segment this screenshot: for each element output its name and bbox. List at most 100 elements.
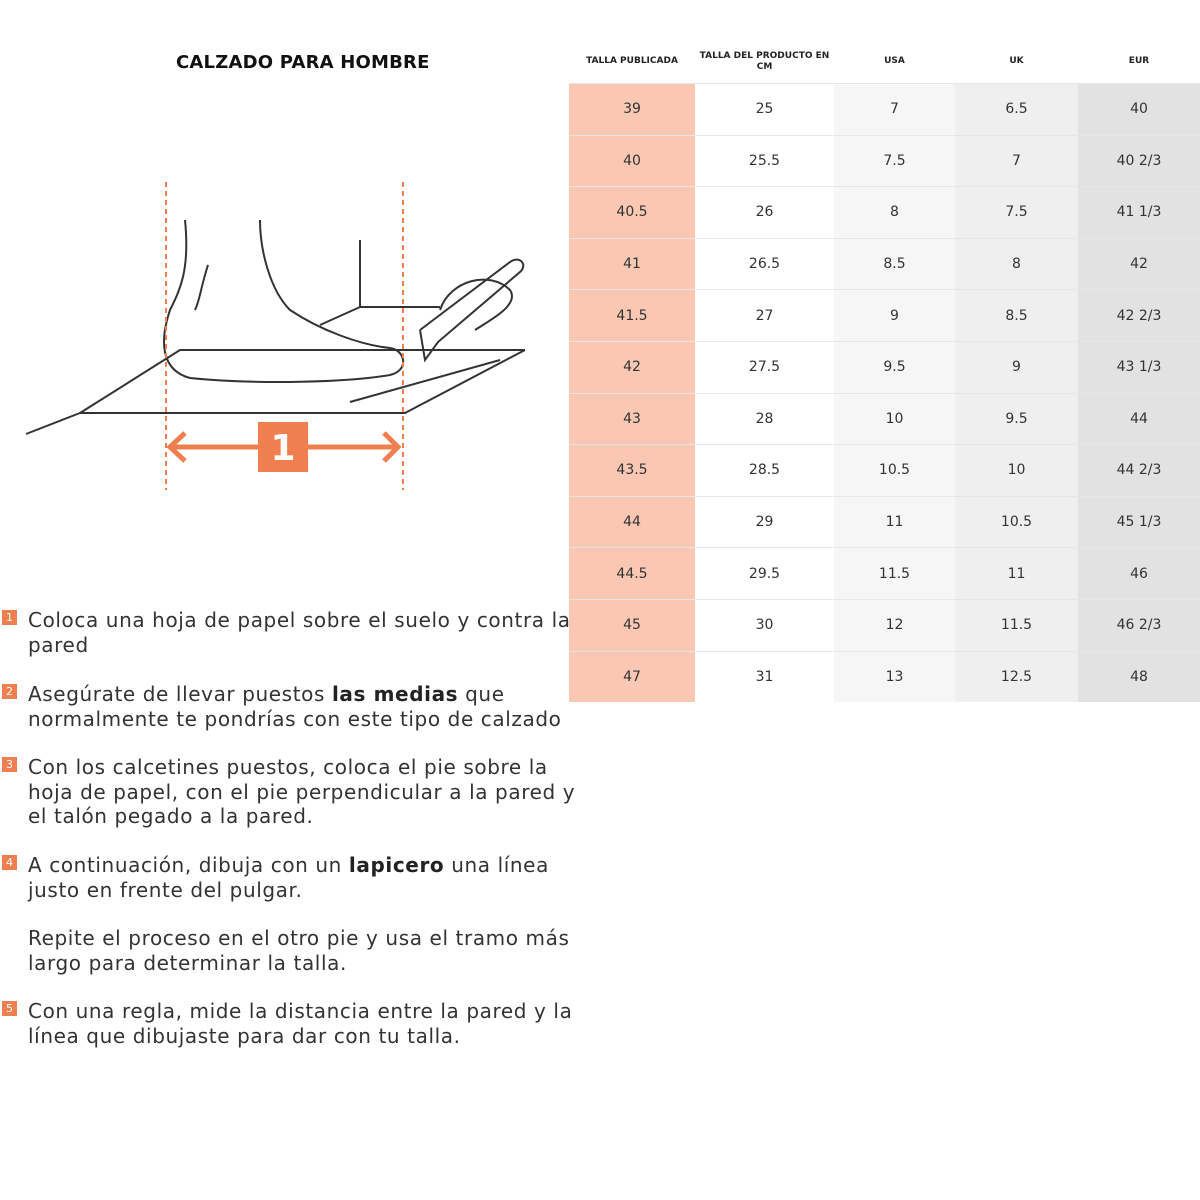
header-eur: EUR (1128, 56, 1150, 66)
instruction-step: Con los calcetines puestos, coloca el pi… (28, 755, 588, 829)
table-header: TALLA PUBLICADA TALLA DEL PRODUCTO EN CM… (569, 40, 1200, 83)
size-table: TALLA PUBLICADA TALLA DEL PRODUCTO EN CM… (569, 40, 1200, 703)
table-row: 44.5 29.5 11.5 11 46 (569, 547, 1200, 599)
table-cell: 11 (834, 496, 955, 548)
header-uk: UK (1009, 56, 1024, 66)
table-cell: 12 (834, 599, 955, 651)
instruction-step: Asegúrate de llevar puestos las medias q… (28, 682, 588, 731)
table-row: 41 26.5 8.5 8 42 (569, 237, 1200, 290)
table-row: 44 29 11 10.5 45 1/3 (569, 495, 1200, 548)
table-cell: 7.5 (834, 135, 955, 187)
table-cell: 31 (695, 651, 834, 703)
instruction-step: Coloca una hoja de papel sobre el suelo … (28, 608, 588, 657)
table-cell: 43 1/3 (1078, 341, 1200, 393)
table-cell: 40.5 (569, 187, 695, 238)
table-cell: 39 (569, 84, 695, 135)
table-row: 39 25 7 6.5 40 (569, 83, 1200, 135)
measure-guides (165, 182, 404, 490)
table-row: 41.5 27 9 8.5 42 2/3 (569, 289, 1200, 341)
table-cell: 12.5 (955, 651, 1078, 703)
table-cell: 48 (1078, 651, 1200, 703)
table-cell: 11.5 (955, 599, 1078, 651)
table-cell: 28 (695, 393, 834, 445)
table-row: 40.5 26 8 7.5 41 1/3 (569, 186, 1200, 238)
table-cell: 11 (955, 548, 1078, 599)
table-cell: 40 (569, 135, 695, 187)
table-cell: 44.5 (569, 548, 695, 599)
table-row: 47 31 13 12.5 48 (569, 650, 1200, 703)
table-cell: 27 (695, 290, 834, 341)
step-text: Coloca una hoja de papel sobre el suelo … (28, 608, 571, 657)
table-cell: 44 2/3 (1078, 445, 1200, 496)
step-number-label: 1 (270, 428, 295, 469)
step-number-badge: 5 (2, 1001, 17, 1016)
table-cell: 41 (569, 238, 695, 290)
table-cell: 8.5 (834, 238, 955, 290)
table-cell: 26.5 (695, 238, 834, 290)
table-cell: 45 1/3 (1078, 496, 1200, 548)
table-cell: 7 (834, 84, 955, 135)
table-cell: 44 (1078, 393, 1200, 445)
table-cell: 42 2/3 (1078, 290, 1200, 341)
step-text: Con una regla, mide la distancia entre l… (28, 999, 573, 1048)
table-cell: 29 (695, 496, 834, 548)
header-talla-cm: TALLA DEL PRODUCTO EN CM (699, 50, 830, 72)
table-cell: 7 (955, 135, 1078, 187)
table-cell: 28.5 (695, 445, 834, 496)
table-cell: 40 2/3 (1078, 135, 1200, 187)
table-cell: 29.5 (695, 548, 834, 599)
table-cell: 10.5 (834, 445, 955, 496)
step-text: Asegúrate de llevar puestos (28, 682, 332, 706)
table-cell: 46 2/3 (1078, 599, 1200, 651)
table-cell: 11.5 (834, 548, 955, 599)
table-cell: 40 (1078, 84, 1200, 135)
table-cell: 9.5 (955, 393, 1078, 445)
step-text: que normalmente te pondrías con este tip… (28, 682, 562, 731)
table-cell: 42 (1078, 238, 1200, 290)
table-cell: 42 (569, 341, 695, 393)
step-text: una línea justo en frente del pulgar. (28, 853, 549, 902)
table-cell: 30 (695, 599, 834, 651)
step-text: A continuación, dibuja con un (28, 853, 349, 877)
table-cell: 44 (569, 496, 695, 548)
table-cell: 8 (955, 238, 1078, 290)
table-cell: 43.5 (569, 445, 695, 496)
instruction-step: Con una regla, mide la distancia entre l… (28, 999, 588, 1048)
table-cell: 9 (955, 341, 1078, 393)
table-cell: 7.5 (955, 187, 1078, 238)
table-cell: 13 (834, 651, 955, 703)
table-cell: 46 (1078, 548, 1200, 599)
table-cell: 43 (569, 393, 695, 445)
step-number-badge: 4 (2, 855, 17, 870)
step-number-badge: 1 (2, 610, 17, 625)
table-row: 45 30 12 11.5 46 2/3 (569, 598, 1200, 651)
instruction-step: A continuación, dibuja con un lapicero u… (28, 853, 588, 902)
instruction-step: Repite el proceso en el otro pie y usa e… (28, 926, 588, 975)
table-cell: 25.5 (695, 135, 834, 187)
header-usa: USA (884, 56, 905, 66)
table-row: 40 25.5 7.5 7 40 2/3 (569, 134, 1200, 187)
table-cell: 27.5 (695, 341, 834, 393)
step-number-badge: 2 (2, 684, 17, 699)
table-cell: 47 (569, 651, 695, 703)
step-text: Con los calcetines puestos, coloca el pi… (28, 755, 576, 828)
table-row: 43 28 10 9.5 44 (569, 392, 1200, 445)
step-text: Repite el proceso en el otro pie y usa e… (28, 926, 570, 975)
table-cell: 9.5 (834, 341, 955, 393)
foot-measurement-illustration: 1 (25, 182, 526, 490)
table-cell: 9 (834, 290, 955, 341)
table-cell: 41.5 (569, 290, 695, 341)
step-text: las medias (331, 682, 459, 706)
table-cell: 8 (834, 187, 955, 238)
table-cell: 25 (695, 84, 834, 135)
table-cell: 10 (955, 445, 1078, 496)
table-cell: 45 (569, 599, 695, 651)
table-cell: 6.5 (955, 84, 1078, 135)
table-cell: 26 (695, 187, 834, 238)
table-cell: 8.5 (955, 290, 1078, 341)
header-talla-publicada: TALLA PUBLICADA (586, 56, 678, 66)
table-row: 42 27.5 9.5 9 43 1/3 (569, 340, 1200, 393)
step-number-badge: 3 (2, 757, 17, 772)
table-cell: 41 1/3 (1078, 187, 1200, 238)
table-cell: 10.5 (955, 496, 1078, 548)
